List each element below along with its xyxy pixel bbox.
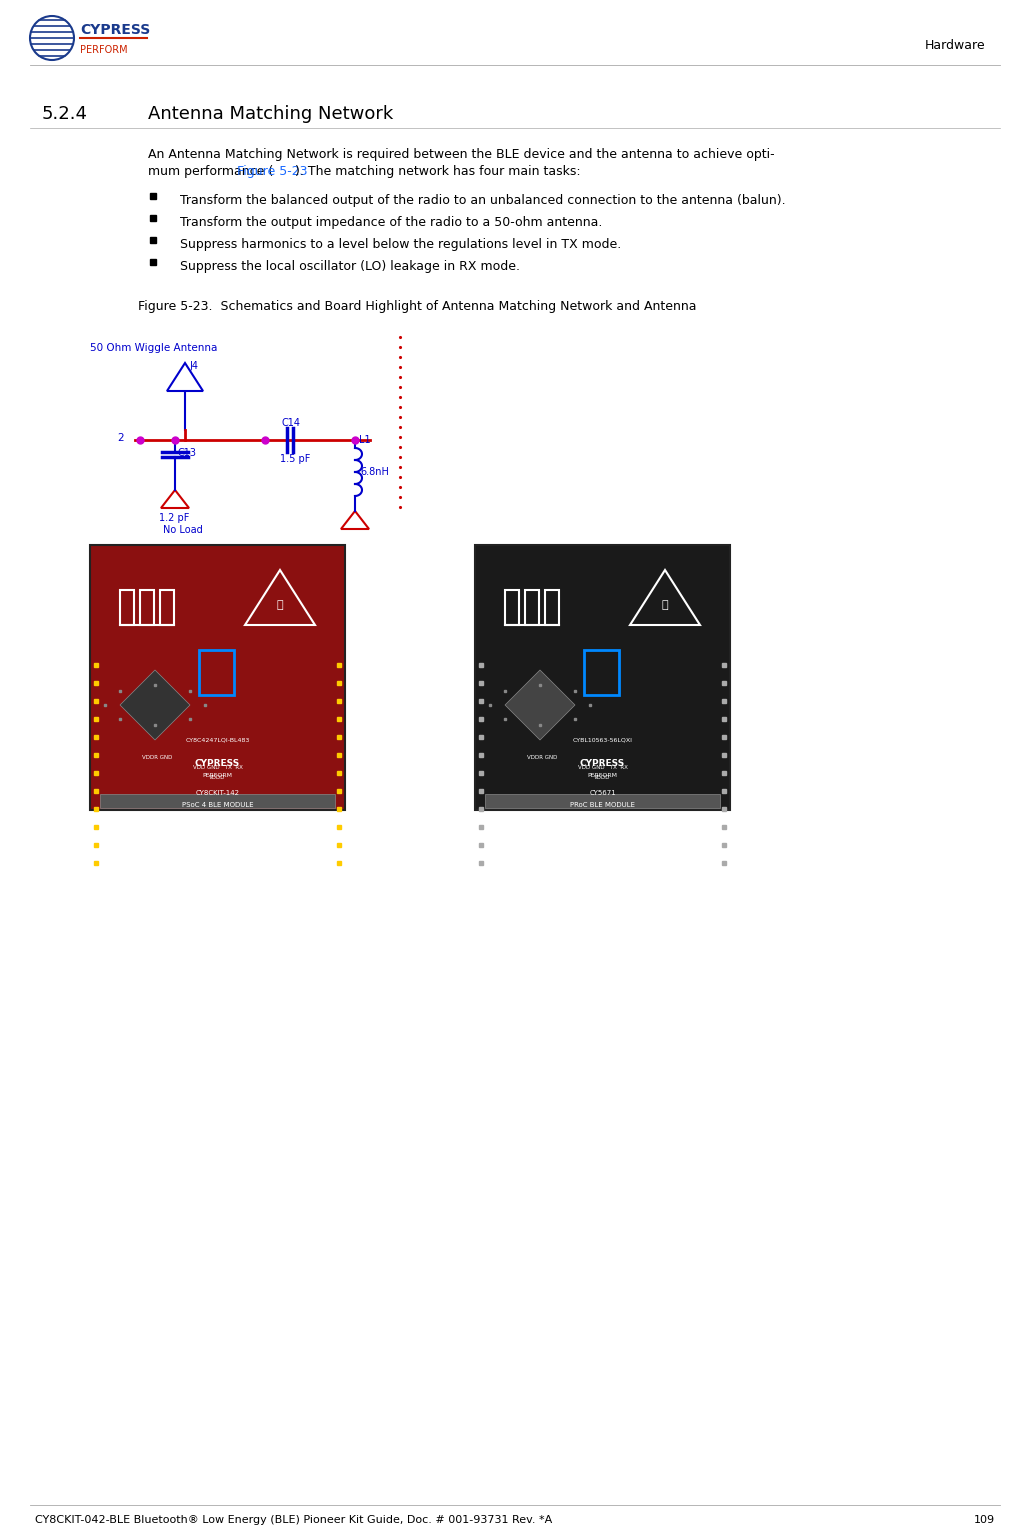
Bar	[150, 193, 156, 199]
Text: L1: L1	[359, 435, 371, 445]
Text: 2: 2	[117, 433, 124, 444]
Text: 1.5 pF: 1.5 pF	[280, 454, 310, 464]
FancyBboxPatch shape	[485, 794, 720, 808]
Text: Antenna Matching Network: Antenna Matching Network	[148, 106, 393, 122]
Text: Transform the output impedance of the radio to a 50-ohm antenna.: Transform the output impedance of the ra…	[180, 216, 603, 230]
Text: PERFORM: PERFORM	[80, 44, 128, 55]
Text: ✋: ✋	[277, 600, 283, 610]
Text: ✋: ✋	[661, 600, 668, 610]
Text: CYPRESS: CYPRESS	[195, 759, 240, 768]
Text: PERFORM: PERFORM	[587, 773, 618, 777]
Text: VDD GND   TX  RX: VDD GND TX RX	[193, 765, 242, 770]
FancyBboxPatch shape	[92, 548, 343, 646]
Text: CY8C4247LQI-BL483: CY8C4247LQI-BL483	[185, 737, 249, 742]
FancyBboxPatch shape	[475, 545, 730, 809]
Text: C13: C13	[177, 448, 196, 457]
FancyBboxPatch shape	[90, 545, 345, 809]
Text: Figure 5-23.  Schematics and Board Highlight of Antenna Matching Network and Ant: Figure 5-23. Schematics and Board Highli…	[138, 300, 696, 314]
Text: Suppress harmonics to a level below the regulations level in TX mode.: Suppress harmonics to a level below the …	[180, 239, 621, 251]
Polygon shape	[42, 23, 62, 46]
Text: PRoC BLE MODULE: PRoC BLE MODULE	[570, 802, 636, 808]
Text: PERFORM: PERFORM	[203, 773, 233, 777]
Text: VDDR GND: VDDR GND	[142, 754, 172, 760]
Text: ). The matching network has four main tasks:: ). The matching network has four main ta…	[295, 165, 581, 177]
Text: VDD GND   TX  RX: VDD GND TX RX	[578, 765, 627, 770]
FancyBboxPatch shape	[477, 548, 728, 646]
Text: No Load: No Load	[163, 525, 203, 536]
Polygon shape	[121, 670, 190, 741]
Text: 5.2.4: 5.2.4	[42, 106, 88, 122]
Text: 6.8nH: 6.8nH	[360, 467, 389, 477]
Text: 50 Ohm Wiggle Antenna: 50 Ohm Wiggle Antenna	[90, 343, 217, 353]
Text: VDDR GND: VDDR GND	[527, 754, 557, 760]
Text: 1.2 pF: 1.2 pF	[159, 513, 190, 523]
FancyBboxPatch shape	[100, 794, 335, 808]
Text: CYPRESS: CYPRESS	[80, 23, 150, 37]
Text: J4: J4	[188, 361, 198, 370]
Text: CYPRESS: CYPRESS	[580, 759, 625, 768]
Bar	[150, 216, 156, 220]
Polygon shape	[505, 670, 575, 741]
Text: CY5671: CY5671	[589, 789, 616, 796]
Text: VDDD: VDDD	[209, 776, 226, 780]
Text: CY8CKIT-042-BLE Bluetooth® Low Energy (BLE) Pioneer Kit Guide, Doc. # 001-93731 : CY8CKIT-042-BLE Bluetooth® Low Energy (B…	[35, 1515, 552, 1525]
Text: CY8CKIT-142: CY8CKIT-142	[196, 789, 240, 796]
Text: PSoC 4 BLE MODULE: PSoC 4 BLE MODULE	[181, 802, 253, 808]
Text: VDDD: VDDD	[594, 776, 611, 780]
Text: mum performance (: mum performance (	[148, 165, 273, 177]
Text: CYBL10563-56LQXI: CYBL10563-56LQXI	[573, 737, 632, 742]
Text: Figure 5-23: Figure 5-23	[237, 165, 308, 177]
Text: C14: C14	[282, 418, 301, 428]
Bar	[150, 259, 156, 265]
Text: 109: 109	[974, 1515, 995, 1525]
Text: Transform the balanced output of the radio to an unbalanced connection to the an: Transform the balanced output of the rad…	[180, 194, 786, 207]
Text: An Antenna Matching Network is required between the BLE device and the antenna t: An Antenna Matching Network is required …	[148, 148, 775, 161]
Bar	[150, 237, 156, 243]
Text: Hardware: Hardware	[924, 38, 985, 52]
Text: Suppress the local oscillator (LO) leakage in RX mode.: Suppress the local oscillator (LO) leaka…	[180, 260, 520, 272]
